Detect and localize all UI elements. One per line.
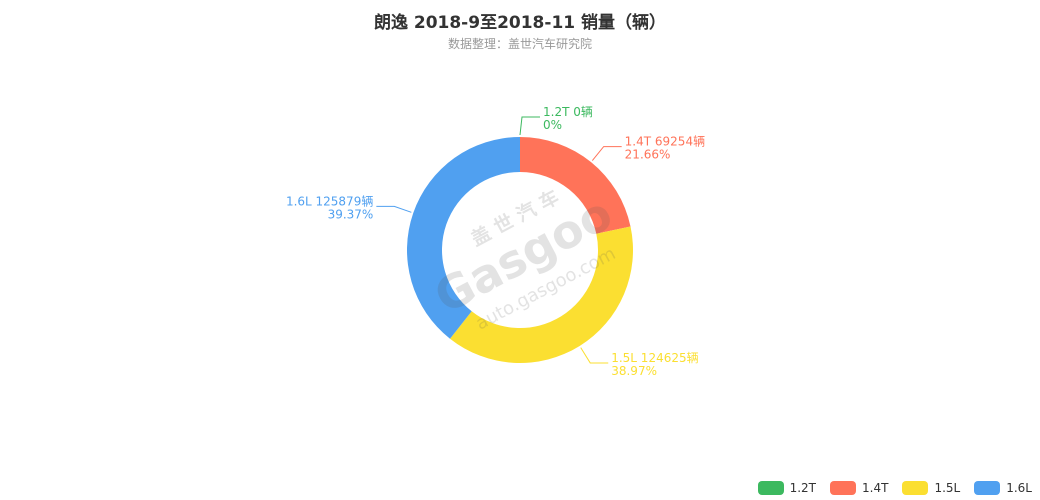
leader-line-1-2t [519, 116, 540, 136]
leader-line-1-5l [580, 347, 609, 364]
legend-item-1-4t[interactable]: 1.4T [830, 481, 888, 495]
legend-label-1-6l: 1.6L [1006, 481, 1032, 495]
label-percent-1-4t: 21.66% [625, 148, 671, 162]
legend-item-1-2t[interactable]: 1.2T [757, 481, 817, 495]
legend-label-1-4t: 1.4T [862, 481, 889, 495]
slice-1-6l[interactable] [407, 137, 520, 339]
chart-title: 朗逸 2018-9至2018-11 销量（辆） [373, 13, 667, 33]
label-percent-1-5l: 38.97% [611, 364, 657, 378]
label-name-1-5l: 1.5L 124625辆 [611, 351, 698, 365]
legend-label-1-2t: 1.2T [789, 481, 817, 495]
donut-slices [407, 137, 633, 363]
legend-swatch-1-5l [902, 481, 929, 495]
legend-item-1-6l[interactable]: 1.6L [974, 481, 1032, 495]
slice-1-5l[interactable] [449, 226, 633, 363]
legend-item-1-5l[interactable]: 1.5L [902, 481, 960, 495]
legend-swatch-1-4t [830, 481, 857, 495]
slice-1-4t[interactable] [520, 137, 631, 234]
label-name-1-2t: 1.2T 0辆 [543, 105, 593, 119]
chart-legend: 1.2T 1.4T 1.5L 1.6L [757, 481, 1032, 495]
label-percent-1-2t: 0% [543, 118, 562, 132]
legend-label-1-5l: 1.5L [934, 481, 961, 495]
leader-line-1-4t [591, 146, 622, 161]
legend-swatch-1-6l [974, 481, 1001, 495]
chart-subtitle: 数据整理：盖世汽车研究院 [447, 37, 592, 51]
label-percent-1-6l: 39.37% [328, 207, 374, 221]
label-name-1-4t: 1.4T 69254辆 [625, 135, 705, 149]
legend-swatch-1-2t [757, 481, 784, 495]
leader-line-1-6l [376, 205, 412, 213]
label-name-1-6l: 1.6L 125879辆 [286, 194, 373, 208]
